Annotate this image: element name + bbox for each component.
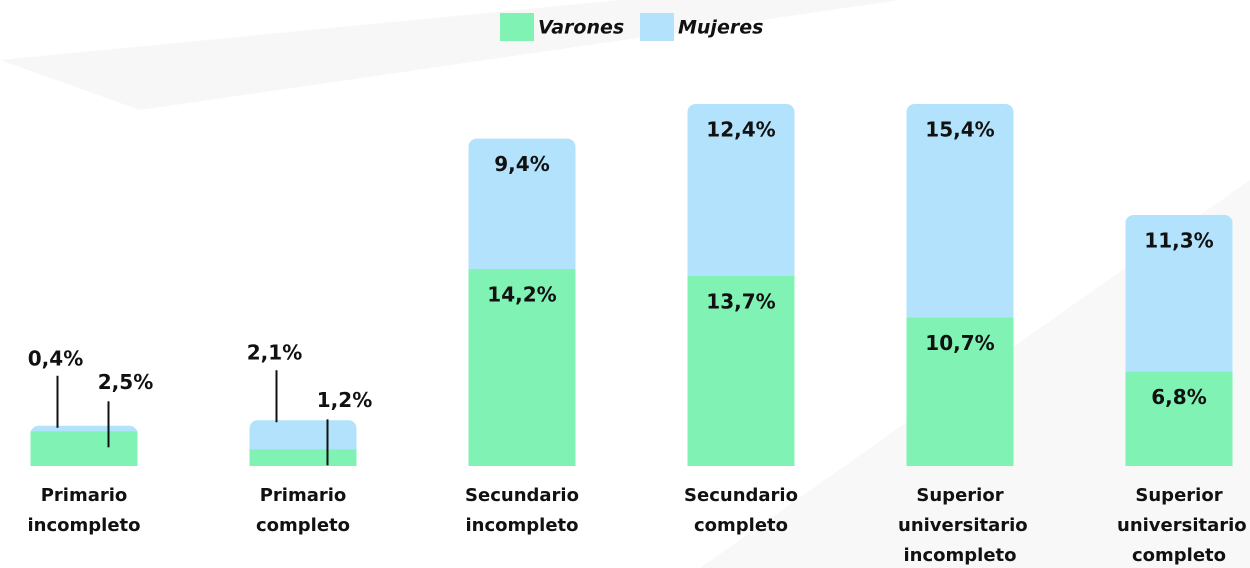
data-label: 6,8% (1151, 385, 1206, 409)
x-tick-label: Primario incompleto (27, 485, 141, 536)
legend-swatch (640, 13, 674, 41)
x-tick-label: Primario completo (255, 485, 351, 536)
x-tick-label: Secundario incompleto (465, 485, 579, 536)
data-label: 2,5% (98, 370, 153, 394)
data-label: 9,4% (494, 152, 549, 176)
background-shape (0, 0, 900, 110)
legend-label: Varones (538, 17, 624, 39)
legend-label: Mujeres (678, 17, 763, 39)
data-label: 12,4% (706, 117, 775, 141)
data-label: 15,4% (925, 117, 994, 141)
x-tick-label: Superior universitario completo (1117, 485, 1247, 566)
bar-segment (687, 275, 795, 466)
data-label: 14,2% (487, 283, 556, 307)
x-tick-label: Secundario completo (684, 485, 798, 536)
data-label: 1,2% (317, 388, 372, 412)
bar-segment (249, 449, 357, 466)
legend-swatch (500, 13, 534, 41)
data-label: 11,3% (1144, 228, 1213, 252)
bar-segment (468, 269, 576, 466)
data-label: 2,1% (247, 341, 302, 365)
data-label: 0,4% (28, 346, 83, 370)
data-label: 10,7% (925, 331, 994, 355)
x-tick-label: Superior universitario incompleto (898, 485, 1028, 566)
bar-segment (1125, 371, 1233, 466)
bar-segment (30, 431, 138, 466)
bar-segment (906, 317, 1014, 466)
data-label: 13,7% (706, 289, 775, 313)
